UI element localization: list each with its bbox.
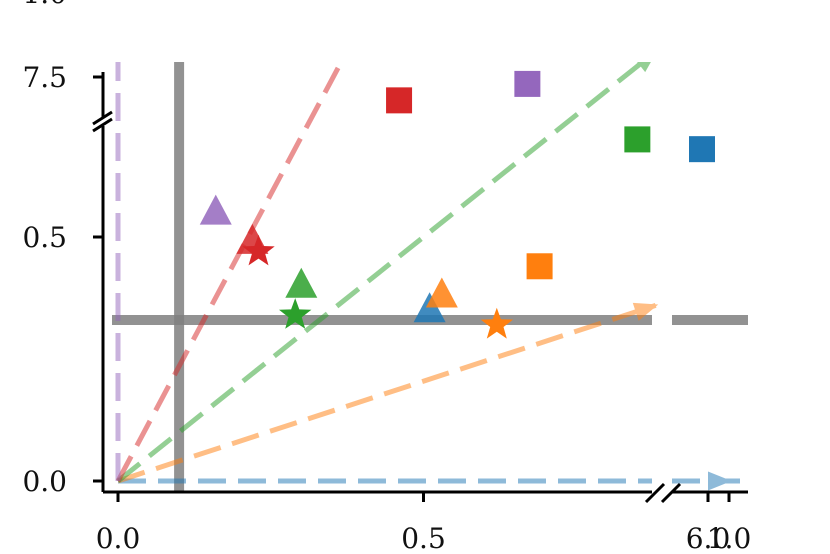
vector-green-arrowhead: [637, 62, 651, 73]
vector-green-line: [116, 62, 647, 483]
x-tick-label: 1.0: [707, 522, 752, 554]
marker-triangle: [285, 267, 318, 298]
y-tick-label: 7.5: [22, 61, 67, 94]
marker-star: [279, 298, 312, 329]
vector-orange-arrowhead: [632, 302, 659, 321]
y-tick-label: 1.0: [22, 0, 67, 10]
marker-square: [526, 253, 553, 280]
vector-green: [116, 62, 651, 483]
vector-blue: [118, 471, 748, 491]
y-tick-label: 0.0: [22, 465, 67, 498]
marker-star: [242, 234, 275, 266]
vector-red-arrowhead: [346, 22, 362, 43]
x-axis-break-mark: [660, 482, 682, 504]
x-tick-label: 0.0: [96, 522, 141, 554]
x-axis-break-mark: [644, 482, 666, 504]
vector-blue-arrowhead: [708, 471, 732, 491]
y-axis-break-mark: [92, 110, 113, 126]
marker-triangle: [199, 194, 232, 225]
y-axis-break-mark: [92, 117, 113, 133]
marker-star: [480, 307, 513, 339]
marker-square: [386, 87, 413, 114]
vector-orange: [117, 302, 659, 484]
vector-orange-line: [117, 302, 657, 484]
vector-purple: [110, 0, 126, 481]
x-tick-label: 6.0: [686, 522, 731, 554]
x-tick-label: 0.5: [401, 522, 446, 554]
marker-square: [514, 70, 541, 97]
vector-purple-arrowhead: [110, 0, 126, 13]
marker-triangle: [425, 277, 458, 308]
marker-square: [689, 136, 715, 163]
y-tick-label: 0.5: [22, 221, 67, 254]
marker-square: [624, 126, 651, 153]
